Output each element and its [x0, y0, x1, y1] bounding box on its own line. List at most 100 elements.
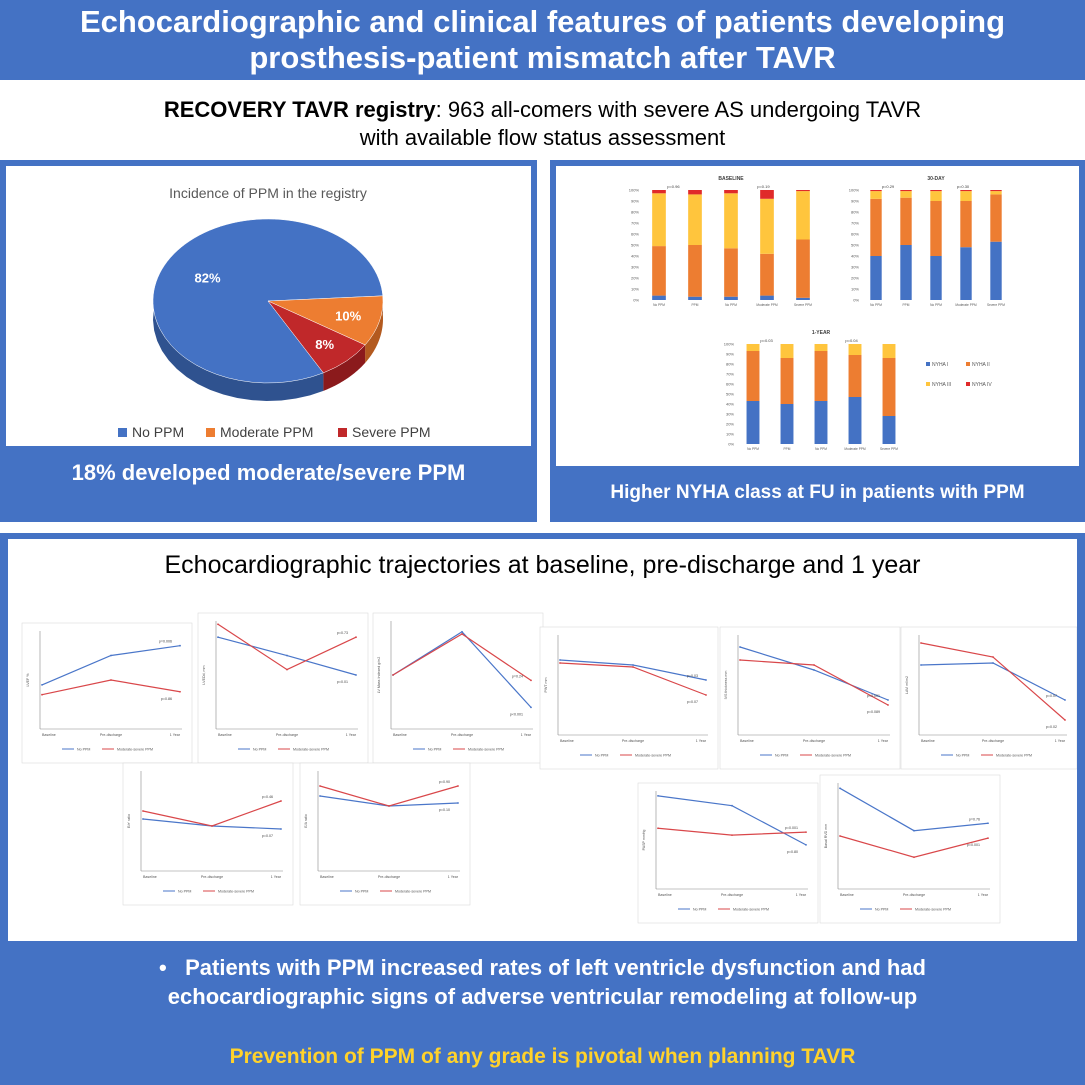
nyha-bar-segment [960, 247, 972, 300]
registry-desc-line2: with available flow status assessment [359, 125, 726, 150]
echo-x-tick: 1 Year [878, 739, 889, 743]
echo-y-label: LVEDd, mm [202, 665, 206, 684]
nyha-ytick-label: 0% [633, 298, 639, 303]
echo-y-label: LVEF % [26, 673, 30, 687]
nyha-bar-segment [848, 344, 862, 355]
echo-y-label: PWT mm [544, 678, 548, 693]
echo-x-tick: 1 Year [271, 875, 282, 879]
echo-x-tick: 1 Year [448, 875, 459, 879]
echo-panel-inner: Echocardiographic trajectories at baseli… [8, 539, 1077, 941]
nyha-bar-segment [900, 190, 912, 192]
echo-p-value: p=0.01 [337, 680, 348, 684]
echo-legend-moderate-severe-ppm: Moderate-severe PPM [468, 747, 504, 751]
echo-x-tick: 1 Year [170, 733, 181, 737]
pie-legend-swatch-severe-ppm [338, 428, 347, 437]
nyha-ytick-label: 90% [631, 199, 639, 204]
nyha-bar-segment [930, 256, 942, 300]
nyha-bar-segment [930, 191, 942, 201]
echo-chart-6: E/e' ratio Baseline Pre-discharge 1 Year p=0… [122, 762, 294, 906]
nyha-bar-segment [760, 253, 774, 296]
nyha-ytick-label: 30% [726, 412, 734, 417]
nyha-bar-segment [724, 190, 738, 194]
echo-p-value: p=0.46 [262, 795, 273, 799]
title-line-2: prosthesis-patient mismatch after TAVR [249, 40, 836, 75]
echo-line-moderate-severe-ppm-point [632, 666, 634, 668]
title-banner: Echocardiographic and clinical features … [0, 0, 1085, 80]
echo-line-moderate-severe-ppm-point [1064, 719, 1066, 721]
echo-x-tick: 1 Year [521, 733, 532, 737]
nyha-bar-segment [746, 344, 760, 351]
nyha-bar-segment [990, 190, 1002, 192]
nyha-chart-2: 1-YEAR 0% 10% 20% 30% 40% 50% 60% 70% 80% 90% 100% N… [724, 330, 899, 451]
nyha-ytick-label: 10% [851, 287, 859, 292]
nyha-bar-segment [930, 190, 942, 192]
echo-x-tick: Baseline [658, 893, 672, 897]
echo-chart-frame [637, 782, 819, 924]
echo-y-label: E/A ratio [304, 814, 308, 828]
nyha-bar-segment [900, 245, 912, 300]
title-line-1: Echocardiographic and clinical features … [79, 4, 1006, 39]
echo-line-moderate-severe-ppm-point [110, 679, 112, 681]
echo-line-no-ppm-point [987, 822, 989, 825]
nyha-chart-title: 30-DAY [927, 176, 945, 182]
echo-chart-8: PASP mmHg Baseline Pre-discharge 1 Year p=0.… [637, 782, 819, 924]
echo-line-moderate-severe-ppm-point [211, 825, 213, 827]
echo-x-tick: Pre-discharge [201, 875, 223, 879]
echo-line-no-ppm-point [217, 636, 219, 639]
echo-line-moderate-severe-ppm-point [319, 785, 321, 787]
echo-p-value: p=0.76 [969, 817, 980, 821]
echo-legend-no-ppm: No PPM [775, 753, 788, 757]
echo-p-value: p=0.089 [867, 710, 880, 714]
echo-p-value: p=0.006 [159, 640, 172, 644]
nyha-bar-segment [688, 194, 702, 245]
echo-line-moderate-severe-ppm-point [457, 785, 459, 787]
nyha-bar-segment [814, 344, 828, 351]
nyha-legend-swatch [966, 382, 970, 386]
echo-y-label: LV Mass Indexed g/m2 [377, 657, 381, 694]
nyha-bar-segment [746, 351, 760, 401]
registry-name: RECOVERY TAVR registry [163, 97, 436, 122]
nyha-xtick-label: No PPM [930, 303, 942, 307]
echo-line-moderate-severe-ppm-point [286, 668, 288, 671]
echo-y-label: PASP mmHg [642, 830, 646, 851]
nyha-ytick-label: 0% [728, 442, 734, 447]
nyha-bar-segment [990, 191, 1002, 195]
nyha-ytick-label: 60% [726, 382, 734, 387]
nyha-bar-segment [760, 295, 774, 300]
nyha-legend-label: NYHA III [932, 382, 951, 388]
nyha-bar-segment [960, 190, 972, 192]
nyha-bar-segment [848, 355, 862, 397]
nyha-legend-swatch [926, 362, 930, 366]
nyha-ytick-label: 40% [726, 402, 734, 407]
echo-y-label: Basal RVD mm [824, 824, 828, 849]
nyha-ytick-label: 60% [851, 232, 859, 237]
nyha-bar-segment [652, 190, 666, 194]
nyha-xtick-label: Severe PPM [880, 447, 898, 451]
echo-x-tick: Pre-discharge [622, 739, 644, 743]
nyha-xtick-label: PPM [784, 447, 791, 451]
nyha-ytick-label: 50% [851, 243, 859, 248]
echo-p-value: p<0.001 [867, 694, 880, 698]
bullet-line-2: echocardiographic signs of adverse ventr… [167, 984, 918, 1009]
echo-line-moderate-severe-ppm-point [887, 704, 889, 706]
nyha-ytick-label: 60% [631, 232, 639, 237]
echo-legend-no-ppm: No PPM [178, 889, 191, 893]
nyha-xtick-label: Severe PPM [987, 303, 1005, 307]
echo-legend-moderate-severe-ppm: Moderate-severe PPM [815, 753, 851, 757]
nyha-bar-segment [900, 197, 912, 245]
echo-legend-moderate-severe-ppm: Moderate-severe PPM [733, 907, 769, 911]
nyha-bar-segment [814, 351, 828, 401]
pie-title: Incidence of PPM in the registry [169, 185, 367, 201]
echo-line-charts: LVEF % Baseline Pre-discharge 1 Year p=0.006… [21, 612, 1077, 924]
echo-line-no-ppm-point [280, 828, 282, 830]
echo-line-no-ppm-point [992, 662, 994, 664]
echo-chart-frame [197, 612, 369, 764]
echo-legend-no-ppm: No PPM [693, 907, 706, 911]
nyha-ytick-label: 30% [851, 265, 859, 270]
echo-p-value: p=0.001 [967, 843, 980, 847]
echo-p-value: p=0.86 [161, 697, 172, 701]
echo-line-no-ppm-point [887, 699, 889, 701]
nyha-xtick-label: No PPM [725, 303, 737, 307]
echo-x-tick: Pre-discharge [378, 875, 400, 879]
registry-description: RECOVERY TAVR registry: 963 all-comers w… [0, 96, 1085, 152]
